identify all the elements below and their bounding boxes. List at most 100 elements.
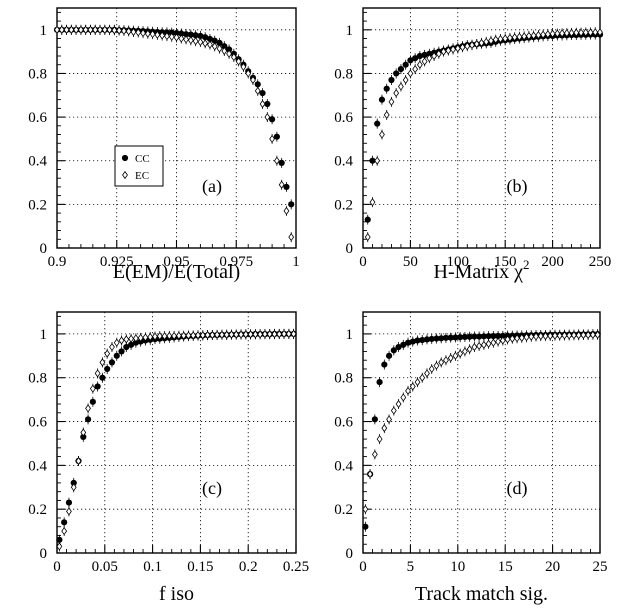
y-tick-label: 0.2 [334,502,353,518]
data-point-ec [528,332,535,341]
data-point-ec [269,134,275,144]
data-point-ec [400,393,407,402]
x-tick-label: 150 [494,254,517,270]
data-point-ec [556,331,563,340]
data-point-cc [61,519,68,526]
legend-marker-ec [122,170,128,180]
data-point-ec [99,358,106,367]
data-point-ec [504,335,511,344]
data-point-ec [452,351,459,360]
data-point-ec [56,542,63,551]
data-point-cc [397,65,405,73]
data-point-ec [82,25,89,34]
y-tick-label: 1 [40,23,48,39]
data-point-ec [109,342,115,352]
data-point-ec [285,329,292,339]
y-tick-label: 1 [346,327,354,343]
data-point-ec [144,29,151,38]
data-point-ec [171,331,177,340]
data-point-ec [395,399,402,409]
data-point-ec [526,31,532,41]
data-point-cc [457,334,464,341]
data-point-ec [226,49,232,58]
data-point-cc [388,76,395,84]
data-point-ec [68,25,75,34]
data-point-ec [149,30,156,39]
panel-tag: (b) [507,176,528,197]
y-tick-label: 0.8 [334,66,353,82]
data-point-ec [276,330,283,339]
data-point-ec [75,456,82,466]
series-cc [362,329,601,532]
data-point-ec [480,340,487,349]
data-point-ec [159,31,166,40]
y-tick-label: 0 [346,546,354,562]
data-point-ec [507,33,513,42]
data-point-cc [192,32,199,39]
data-point-ec [485,339,492,348]
data-point-ec [228,330,235,339]
data-point-cc [390,347,397,354]
y-tick-label: 0.4 [28,154,47,170]
data-point-ec [207,40,213,49]
data-point-cc [416,52,423,60]
legend: CC EC [114,145,164,187]
x-tick-label: 1 [292,254,300,270]
data-point-ec [123,335,130,344]
data-point-cc [369,157,376,164]
data-point-ec [428,364,435,374]
data-point-ec [214,330,221,339]
data-point-cc [461,333,469,341]
y-tick-label: 0.2 [334,197,353,213]
data-point-ec [561,331,568,340]
data-point-ec [412,64,419,74]
data-point-ec [509,334,516,343]
data-point-ec [173,33,180,42]
data-point-ec [407,69,414,78]
data-point-cc [494,332,502,339]
x-tick-label: 100 [447,254,470,270]
data-point-ec [264,112,271,122]
data-point-ec [164,32,170,41]
data-point-ec [582,28,589,37]
data-point-ec [250,75,256,85]
data-point-cc [400,341,407,348]
data-point-ec [405,386,411,395]
x-tick-label: 0.05 [92,559,118,575]
x-tick-label: 25 [593,559,608,575]
data-point-ec [104,349,111,358]
legend-label: CC [135,153,150,165]
data-point-cc [259,89,266,97]
data-point-cc [364,216,371,223]
data-point-cc [118,348,125,355]
data-point-ec [497,34,504,44]
y-tick-label: 0.4 [334,154,353,170]
data-point-ec [166,331,173,340]
data-point-cc [123,343,130,351]
data-point-ec [459,43,466,52]
x-tick-label: 20 [545,559,560,575]
data-point-cc [485,333,492,340]
data-point-ec [195,331,201,340]
data-point-ec [89,384,96,393]
data-point-ec [154,30,161,39]
data-point-ec [362,505,369,514]
data-point-ec [447,353,454,363]
data-point-ec [116,26,123,35]
data-point-ec [63,25,70,34]
data-point-ec [118,336,125,345]
data-point-cc [378,96,386,103]
data-point-ec [278,180,285,189]
data-point-cc [412,55,419,62]
series-ec [362,329,601,515]
data-point-ec [419,373,426,382]
data-point-ec [140,28,146,38]
data-point-ec [450,45,456,54]
y-tick-label: 1 [346,23,354,39]
legend-box [114,145,164,187]
data-point-ec [488,36,494,45]
data-point-ec [549,29,556,38]
series-cc [56,328,297,545]
x-tick-label: 0.15 [187,559,213,575]
data-point-cc [211,37,218,44]
